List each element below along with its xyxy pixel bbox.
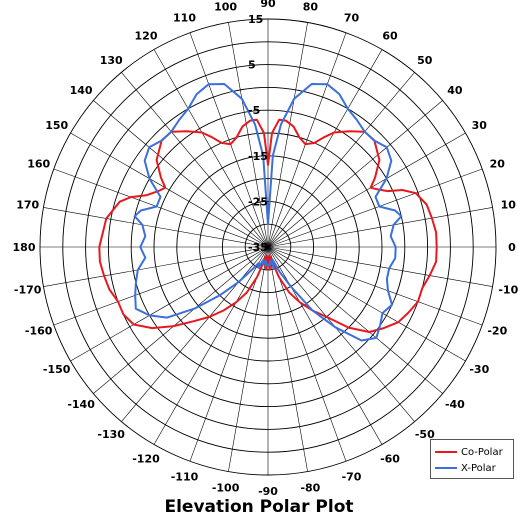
angle-tick-label: 110 (173, 12, 196, 25)
angle-tick-label: 20 (490, 158, 506, 171)
legend-label-co-polar: Co-Polar (461, 446, 503, 458)
legend-swatch-co-polar (435, 451, 457, 453)
angle-tick-label: -110 (171, 470, 199, 483)
legend-label-x-polar: X-Polar (461, 462, 496, 474)
radial-grid-ring (199, 178, 337, 316)
angle-tick-label: -20 (487, 325, 507, 338)
radial-tick-label: -25 (248, 195, 268, 208)
series-line-co-polar (98, 118, 438, 333)
radial-grid-ring (176, 155, 360, 339)
radial-tick-label: -35 (248, 241, 268, 254)
angle-tick-label: -30 (469, 363, 489, 376)
legend-item-x-polar: X-Polar (435, 461, 496, 475)
radial-grid-ring (107, 86, 429, 408)
radial-grid-ring (62, 41, 474, 453)
angle-tick-label: 50 (417, 54, 433, 67)
angle-tick-label: -150 (43, 363, 71, 376)
angle-tick-label: -50 (415, 428, 435, 441)
angle-tick-label: 150 (45, 119, 68, 132)
chart-title: Elevation Polar Plot (164, 497, 354, 517)
angle-tick-label: 10 (501, 199, 517, 212)
angle-tick-label: -90 (258, 485, 278, 498)
angle-tick-label: 120 (135, 30, 158, 43)
series-line-x-polar (133, 83, 403, 342)
series-layer (98, 83, 438, 342)
angle-tick-label: -100 (212, 481, 240, 494)
angle-tick-label: 100 (214, 1, 237, 14)
radial-grid-ring (130, 109, 406, 385)
angle-tick-labels: 0 10 20 30 40 50 60 70 80 90 100 110 120 130 140 150 160… (13, 0, 518, 498)
angle-tick-label: 70 (344, 12, 360, 25)
angle-tick-label: 130 (100, 54, 123, 67)
radial-grid-ring (85, 64, 451, 430)
angle-tick-label: 0 (508, 241, 516, 254)
radial-tick-label: -15 (248, 150, 268, 163)
angle-tick-label: -120 (132, 452, 160, 465)
radial-grid-ring (221, 200, 315, 294)
angle-tick-label: -70 (342, 470, 362, 483)
angle-tick-label: -10 (498, 283, 518, 296)
angle-tick-label: -130 (97, 428, 125, 441)
angle-tick-label: 30 (472, 119, 488, 132)
angle-tick-label: 40 (447, 84, 463, 97)
legend: Co-Polar X-Polar (430, 439, 514, 479)
radial-grid-rings (39, 18, 497, 476)
radial-tick-label: 5 (248, 59, 256, 72)
angle-tick-label: -40 (445, 398, 465, 411)
radial-grid-ring (153, 132, 383, 362)
radial-tick-label: 15 (248, 13, 263, 26)
angle-tick-label: -140 (67, 398, 95, 411)
angle-tick-label: -60 (380, 452, 400, 465)
angle-tick-label: 170 (16, 199, 39, 212)
angle-tick-label: -170 (14, 283, 42, 296)
angle-tick-label: 140 (70, 84, 93, 97)
radial-grid-ring (39, 18, 497, 476)
angle-tick-label: 60 (382, 30, 398, 43)
angle-tick-label: -160 (25, 325, 53, 338)
radial-tick-label: -5 (248, 104, 260, 117)
angle-tick-label: 160 (27, 158, 50, 171)
angle-tick-label: 90 (260, 0, 276, 10)
legend-swatch-x-polar (435, 467, 457, 469)
angle-tick-label: -80 (300, 481, 320, 494)
radial-tick-labels: -35 -25 -15 -5 5 15 (248, 13, 268, 254)
legend-item-co-polar: Co-Polar (435, 445, 503, 459)
angle-tick-label: 80 (303, 1, 319, 14)
angle-tick-label: 180 (13, 241, 36, 254)
